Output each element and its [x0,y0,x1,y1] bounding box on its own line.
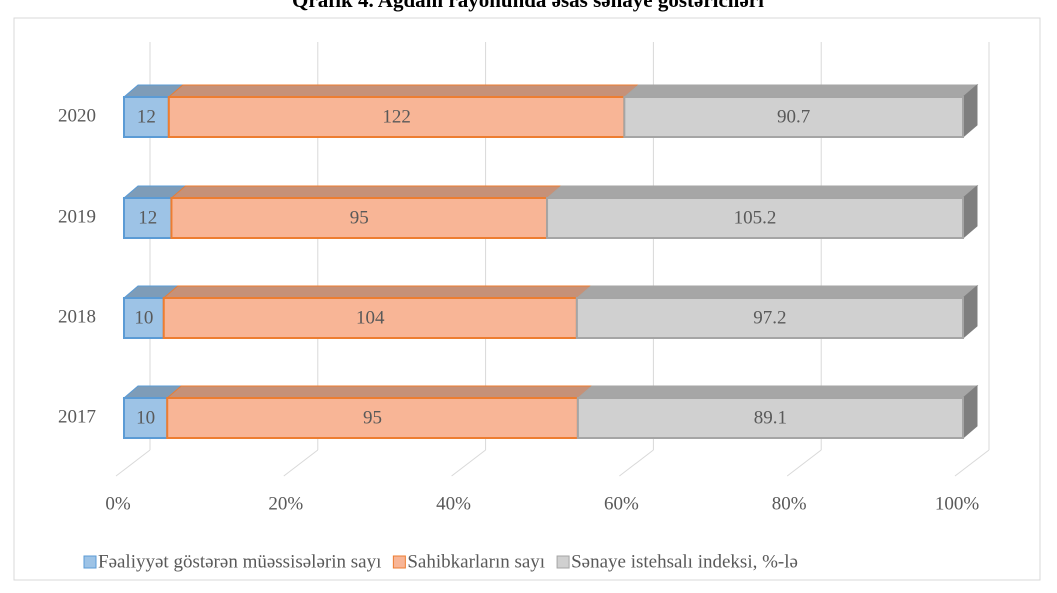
data-label: 97.2 [753,307,786,328]
bar [123,297,165,339]
y-tick-label: 2020 [58,105,96,126]
data-label: 12 [138,207,157,228]
bar [123,197,173,239]
legend-swatch [392,555,406,569]
y-tick-label: 2017 [58,406,96,427]
bar-top [167,84,640,98]
bar-top [622,84,979,98]
bar [170,197,549,239]
legend-swatch [83,555,97,569]
floor-line [954,449,990,477]
y-tick-label: 2018 [58,306,96,327]
x-tick-label: 20% [268,493,303,514]
bar [167,96,626,138]
bar [546,197,964,239]
bar-top [545,185,979,199]
data-label: 12 [137,106,156,127]
data-label: 105.2 [734,207,777,228]
data-label: 104 [356,307,385,328]
bar [162,297,578,339]
bar-top [575,285,979,299]
data-label: 90.7 [777,106,810,127]
data-label: 95 [350,207,369,228]
legend-swatch [556,555,570,569]
bar-top [170,185,563,199]
floor-line [786,449,822,477]
x-tick-label: 40% [436,493,471,514]
chart-frame [13,17,1041,581]
y-tick-label: 2019 [58,206,96,227]
bar [623,96,965,138]
data-label: 10 [136,407,155,428]
bar-top [576,385,979,399]
x-tick-label: 100% [935,493,980,514]
x-tick-label: 60% [604,493,639,514]
x-tick-label: 80% [772,493,807,514]
bar [166,397,579,439]
legend-label: Sənaye istehsalı indeksi, %-lə [571,551,798,572]
bar-top [165,385,594,399]
bar [576,397,965,439]
data-label: 10 [134,307,153,328]
x-tick-label: 0% [105,493,131,514]
bar [575,297,964,339]
bar [123,96,170,138]
chart-title: Qrafik 4. Ağdam rayonunda əsas sənaye gö… [292,0,764,12]
floor-line [451,449,486,477]
legend-label: Sahibkarların sayı [407,551,545,572]
data-label: 89.1 [754,407,787,428]
floor-line [619,449,654,477]
floor-line [283,449,319,477]
data-label: 95 [363,407,382,428]
bar-top [162,285,593,299]
floor-line [115,449,151,477]
legend-label: Fəaliyyət göstərən müəssisələrin sayı [98,551,381,572]
data-label: 122 [382,106,411,127]
